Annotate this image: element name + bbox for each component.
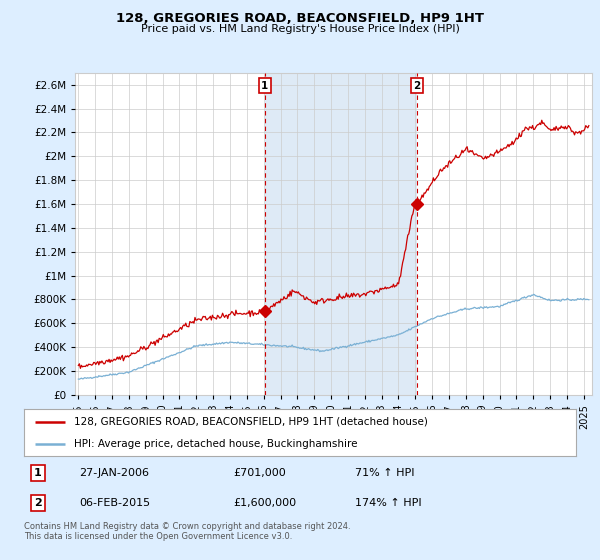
Text: 71% ↑ HPI: 71% ↑ HPI <box>355 468 415 478</box>
Text: 1: 1 <box>261 81 268 91</box>
Text: £701,000: £701,000 <box>234 468 287 478</box>
Bar <box>265 73 417 395</box>
Text: Contains HM Land Registry data © Crown copyright and database right 2024.
This d: Contains HM Land Registry data © Crown c… <box>24 522 350 542</box>
Text: 06-FEB-2015: 06-FEB-2015 <box>79 498 151 508</box>
Text: 128, GREGORIES ROAD, BEACONSFIELD, HP9 1HT (detached house): 128, GREGORIES ROAD, BEACONSFIELD, HP9 1… <box>74 417 428 427</box>
Text: 1: 1 <box>34 468 41 478</box>
Text: 128, GREGORIES ROAD, BEACONSFIELD, HP9 1HT: 128, GREGORIES ROAD, BEACONSFIELD, HP9 1… <box>116 12 484 25</box>
Text: 2: 2 <box>34 498 41 508</box>
Text: £1,600,000: £1,600,000 <box>234 498 297 508</box>
Text: 27-JAN-2006: 27-JAN-2006 <box>79 468 149 478</box>
Text: 174% ↑ HPI: 174% ↑ HPI <box>355 498 422 508</box>
Text: 2: 2 <box>413 81 421 91</box>
Text: HPI: Average price, detached house, Buckinghamshire: HPI: Average price, detached house, Buck… <box>74 438 357 449</box>
Text: Price paid vs. HM Land Registry's House Price Index (HPI): Price paid vs. HM Land Registry's House … <box>140 24 460 34</box>
